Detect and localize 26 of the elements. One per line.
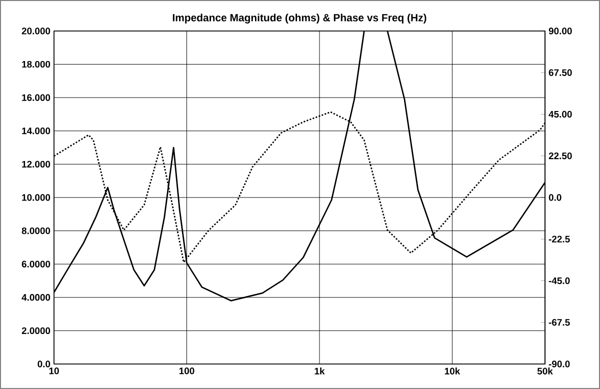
y2-tick-label: -90.0 (548, 360, 570, 368)
x-tick-label: 1k (314, 368, 325, 374)
y2-tick-label: 45.00 (548, 110, 572, 118)
y-tick-label: 18.000 (22, 60, 50, 68)
y-tick-label: 0.0 (38, 360, 50, 368)
y-tick-label: 6.0000 (22, 260, 50, 268)
y-tick-label: 10.000 (22, 194, 50, 201)
y-tick-label: 16.000 (22, 94, 50, 101)
y2-tick-label: 0.0 (548, 194, 562, 201)
y-tick-label: 2.0000 (22, 327, 50, 334)
chart-title: Impedance Magnitude (ohms) & Phase vs Freq (Hz) (172, 14, 426, 24)
y2-tick-label: 90.00 (548, 28, 572, 34)
y-tick-label: 8.0000 (22, 227, 50, 234)
x-tick-label: 100 (179, 368, 194, 374)
y2-tick-label: -22.5 (548, 236, 570, 242)
y-tick-label: 12.000 (22, 160, 50, 168)
y2-tick-label: -67.5 (548, 319, 570, 326)
x-tick-label: 50k (537, 368, 553, 374)
y2-tick-label: -45.0 (548, 277, 570, 284)
y-tick-label: 20.000 (22, 28, 50, 34)
y-tick-label: 4.0000 (22, 294, 50, 301)
x-tick-label: 10 (49, 368, 59, 374)
y-tick-label: 14.000 (22, 128, 50, 134)
x-tick-label: 10k (444, 368, 460, 374)
y2-tick-label: 22.50 (548, 152, 572, 160)
y2-tick-label: 67.50 (548, 69, 572, 76)
